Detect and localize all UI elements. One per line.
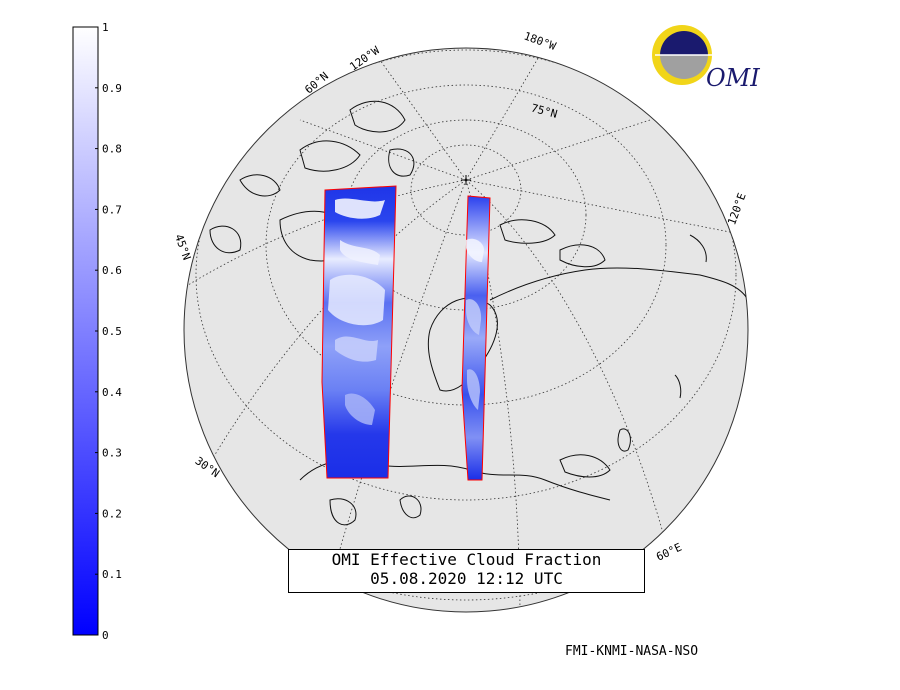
omi-logo xyxy=(652,25,712,85)
map-title: OMI Effective Cloud Fraction xyxy=(331,550,602,569)
swath-east xyxy=(461,195,491,481)
pole-marker xyxy=(461,175,471,185)
globe xyxy=(183,47,749,613)
label-180w: 180°W xyxy=(522,29,558,53)
credit-text: FMI-KNMI-NASA-NSO xyxy=(565,644,699,659)
colorbar-tick-label: 0.1 xyxy=(102,568,122,581)
graticule xyxy=(184,48,748,612)
map-timestamp: 05.08.2020 12:12 UTC xyxy=(370,569,563,588)
colorbar-tick-label: 0.5 xyxy=(102,325,122,338)
colorbar-tick-label: 0.6 xyxy=(102,264,122,277)
map-title-box: OMI Effective Cloud Fraction 05.08.2020 … xyxy=(288,549,645,593)
colorbar-tick-label: 1 xyxy=(102,21,109,34)
omi-logo-text: OMI xyxy=(706,64,760,92)
colorbar: 0 0.1 0.2 0.3 0.4 0.5 0.6 0.7 0.8 0.9 1 xyxy=(72,21,122,642)
colorbar-ticks: 0 0.1 0.2 0.3 0.4 0.5 0.6 0.7 0.8 0.9 1 xyxy=(95,21,122,642)
omi-swaths xyxy=(321,185,491,481)
label-60e: 60°E xyxy=(654,541,684,564)
colorbar-gradient xyxy=(72,26,99,636)
colorbar-tick-label: 0.2 xyxy=(102,507,122,520)
colorbar-tick-label: 0.4 xyxy=(102,386,122,399)
label-120e: 120°E xyxy=(725,191,749,227)
colorbar-tick-label: 0.7 xyxy=(102,203,122,216)
colorbar-tick-label: 0.8 xyxy=(102,143,122,156)
colorbar-tick-label: 0.9 xyxy=(102,82,122,95)
swath-west xyxy=(321,185,397,479)
label-45n: 45°N xyxy=(172,232,193,261)
colorbar-tick-label: 0.3 xyxy=(102,447,122,460)
colorbar-tick-label: 0 xyxy=(102,629,109,642)
